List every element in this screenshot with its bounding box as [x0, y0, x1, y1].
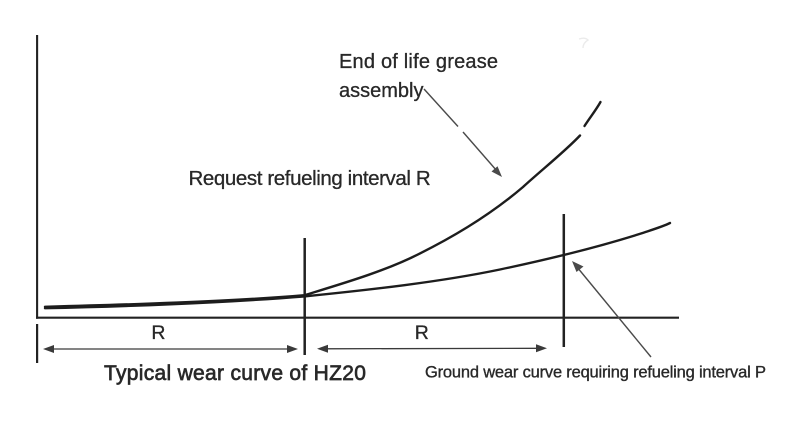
- svg-text:R: R: [151, 322, 165, 344]
- svg-text:Ground wear curve requiring re: Ground wear curve requiring refueling in…: [425, 364, 766, 382]
- svg-text:Typical wear curve of HZ20: Typical wear curve of HZ20: [104, 362, 366, 385]
- svg-text:R: R: [415, 322, 429, 344]
- svg-text:assembly: assembly: [339, 80, 423, 102]
- svg-text:Request refueling interval R: Request refueling interval R: [189, 167, 431, 190]
- svg-text:End of life grease: End of life grease: [339, 51, 498, 73]
